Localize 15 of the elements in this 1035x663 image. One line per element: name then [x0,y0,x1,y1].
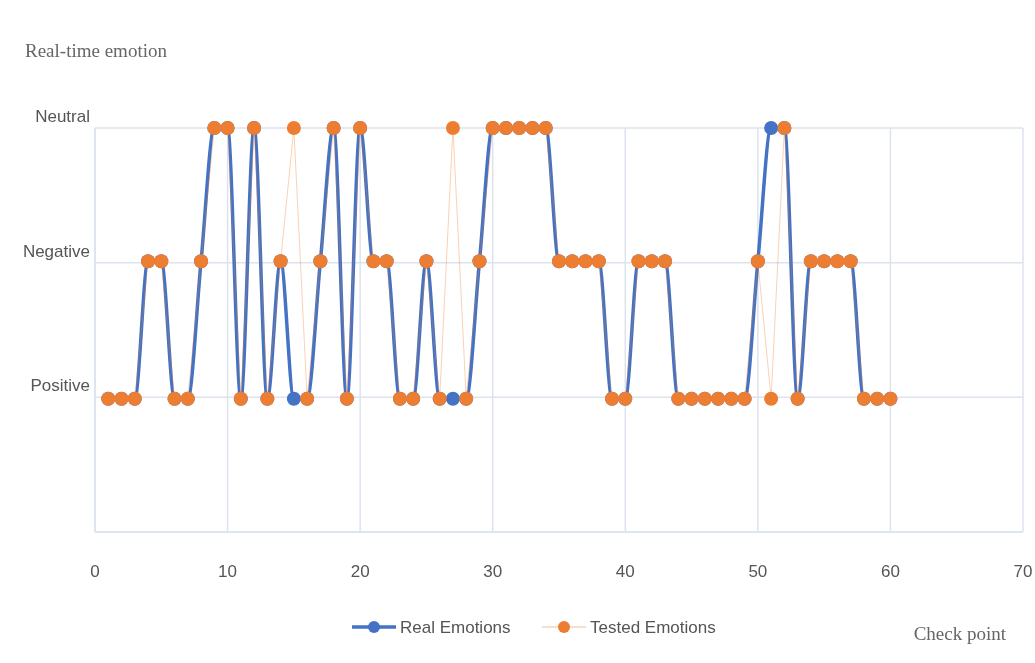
x-tick-label: 40 [615,562,635,581]
category-label: Neutral [35,107,90,126]
x-tick-label: 30 [483,562,503,581]
category-label: Positive [30,376,90,396]
category-label: Negative [22,241,90,261]
legend-label: Tested Emotions [590,618,716,637]
x-tick-label: 0 [90,562,100,581]
x-tick-label: 50 [748,562,768,581]
x-tick-label: 20 [350,562,370,581]
x-axis-title: Check point [913,623,1007,644]
x-tick-label: 10 [218,562,238,581]
x-tick-label: 70 [1013,562,1033,581]
chart-title: Real-time emotion [25,40,168,61]
legend-label: Real Emotions [400,618,511,637]
x-tick-label: 60 [880,562,900,581]
